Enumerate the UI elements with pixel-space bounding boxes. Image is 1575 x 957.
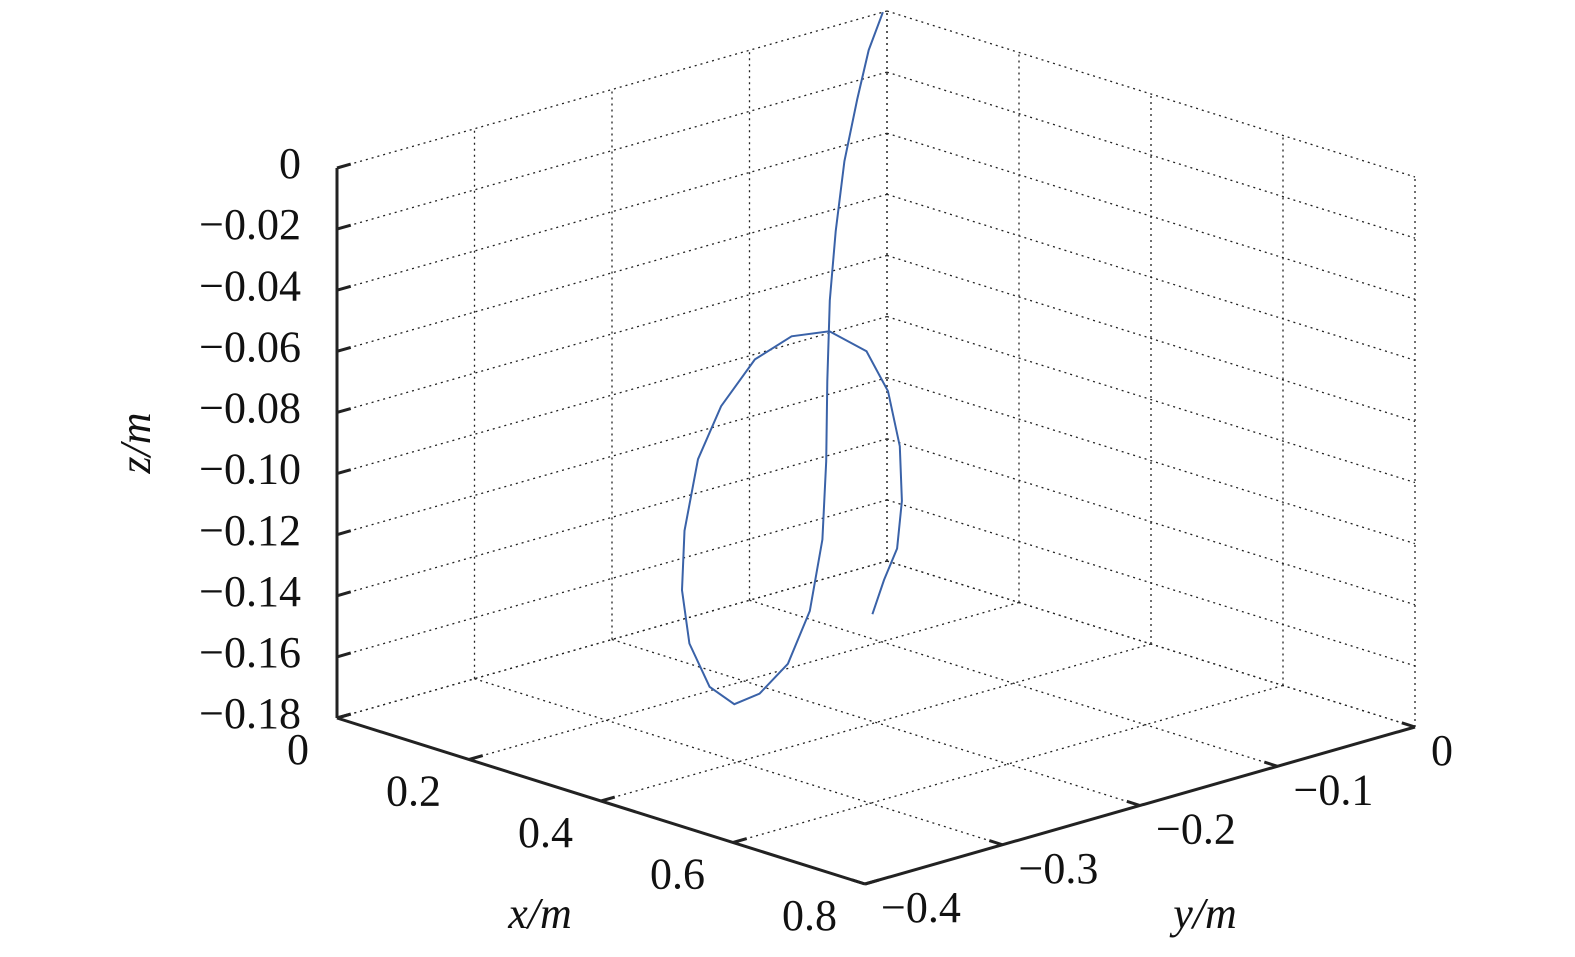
y-axis-label: y/m — [1169, 889, 1237, 938]
grid-line — [474, 678, 1003, 846]
grid-line — [886, 377, 1416, 545]
z-tick-label: −0.10 — [199, 445, 301, 494]
grid-line — [886, 254, 1416, 423]
grid-line — [886, 560, 1416, 728]
x-tick — [600, 795, 616, 803]
x-tick-label: 0.2 — [386, 767, 441, 816]
trajectory-line — [680, 11, 903, 706]
z-tick-label: −0.08 — [199, 384, 301, 433]
x-tick-label: 0.8 — [782, 891, 837, 940]
y-tick-label: −0.2 — [1156, 805, 1236, 854]
z-tick — [336, 284, 352, 292]
z-tick — [336, 223, 352, 231]
z-tick — [336, 407, 352, 414]
x-tick — [468, 754, 484, 761]
x-tick-label: 0.4 — [518, 808, 573, 857]
grid-line — [886, 315, 1416, 484]
z-tick-label: −0.02 — [199, 200, 301, 249]
x-tick — [864, 878, 880, 886]
z-tick — [336, 162, 352, 170]
z-tick-label: −0.12 — [199, 506, 301, 555]
grid-line — [611, 638, 1141, 807]
z-tick-label: −0.18 — [199, 689, 301, 738]
z-tick-label: −0.06 — [199, 322, 301, 371]
z-tick — [336, 529, 352, 537]
x-tick-label: 0 — [287, 725, 309, 774]
z-tick-label: −0.16 — [199, 628, 301, 677]
z-tick — [336, 651, 352, 659]
z-tick — [336, 345, 352, 353]
x-tick — [336, 712, 352, 720]
y-tick — [1126, 799, 1141, 807]
grid-line — [749, 599, 1278, 767]
z-axis-label: z/m — [111, 412, 160, 474]
grid-line — [336, 315, 888, 475]
x-tick-label: 0.6 — [650, 850, 705, 899]
x-axis-label: x/m — [507, 889, 572, 938]
grid-line — [886, 71, 1416, 239]
grid-line — [886, 10, 1416, 178]
y-tick-label: −0.3 — [1019, 844, 1099, 893]
y-tick-label: −0.1 — [1294, 765, 1374, 814]
z-tick-label: −0.14 — [199, 567, 301, 616]
z-tick — [336, 468, 352, 475]
y-tick — [851, 878, 866, 886]
x-tick — [732, 837, 748, 844]
y-tick — [1401, 721, 1416, 729]
grid-line — [336, 377, 888, 536]
y-tick-label: −0.4 — [881, 883, 961, 932]
y-tick — [988, 839, 1003, 847]
z-tick — [336, 590, 352, 598]
y-tick-label: 0 — [1431, 726, 1453, 775]
y-tick — [1263, 760, 1278, 768]
grid-line — [886, 438, 1416, 606]
z-tick-label: 0 — [279, 139, 301, 188]
z-tick-label: −0.04 — [199, 261, 301, 310]
